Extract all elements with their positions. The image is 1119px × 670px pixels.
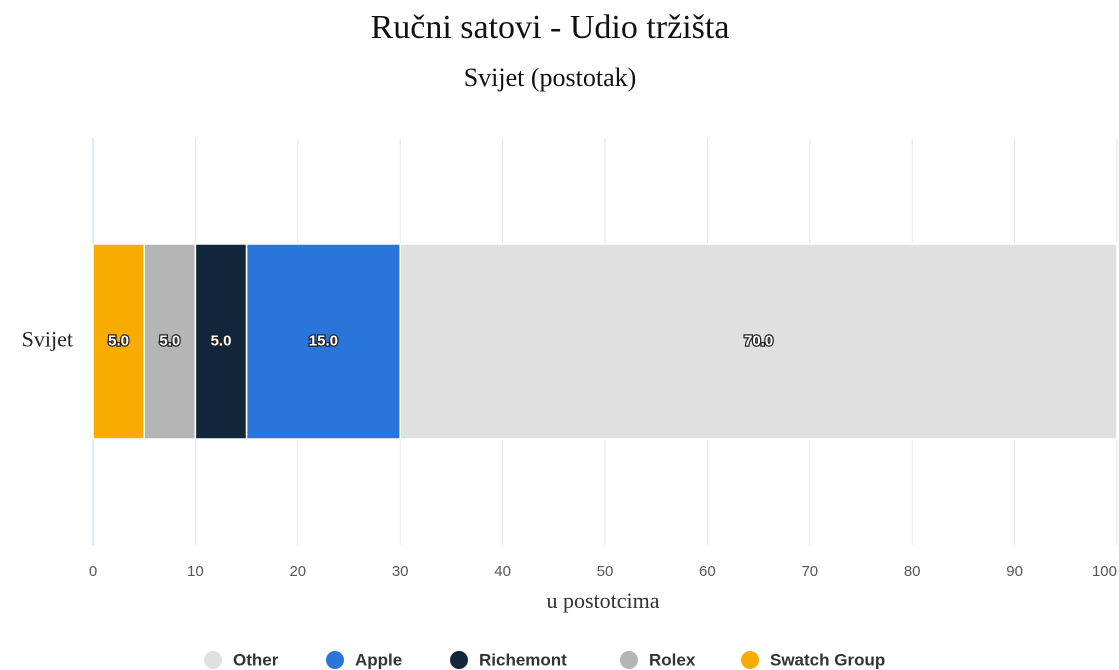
x-axis-label: u postotcima — [546, 588, 659, 613]
x-tick-label: 80 — [904, 563, 921, 580]
x-tick-label: 100 — [1092, 563, 1117, 580]
x-tick-label: 30 — [392, 563, 409, 580]
legend-marker — [326, 651, 344, 669]
bar-segment — [245, 243, 401, 440]
bar-segment — [92, 243, 145, 440]
x-tick-label: 70 — [801, 563, 818, 580]
legend-marker — [741, 651, 759, 669]
data-label: 5.0 — [211, 332, 232, 349]
x-tick-label: 20 — [289, 563, 306, 580]
legend-label: Other — [233, 650, 279, 669]
legend-label: Swatch Group — [770, 650, 885, 669]
data-label: 5.0 — [108, 332, 129, 349]
x-tick-label: 0 — [89, 563, 97, 580]
legend-marker — [204, 651, 222, 669]
legend-marker — [450, 651, 468, 669]
chart-subtitle: Svijet (postotak) — [464, 63, 637, 92]
bar-segment — [399, 243, 1118, 440]
y-tick-label: Svijet — [22, 327, 73, 352]
x-tick-label: 60 — [699, 563, 716, 580]
bar-segment — [143, 243, 197, 440]
x-tick-label: 10 — [187, 563, 204, 580]
legend-marker — [620, 651, 638, 669]
legend-label: Apple — [355, 650, 402, 669]
legend-label: Richemont — [479, 650, 567, 669]
x-tick-label: 50 — [597, 563, 614, 580]
chart-title: Ručni satovi - Udio tržišta — [371, 9, 730, 46]
data-label: 15.0 — [309, 332, 338, 349]
x-tick-label: 90 — [1006, 563, 1023, 580]
data-label: 70.0 — [744, 332, 773, 349]
x-tick-label: 40 — [494, 563, 511, 580]
data-label: 5.0 — [159, 332, 180, 349]
legend-label: Rolex — [649, 650, 696, 669]
